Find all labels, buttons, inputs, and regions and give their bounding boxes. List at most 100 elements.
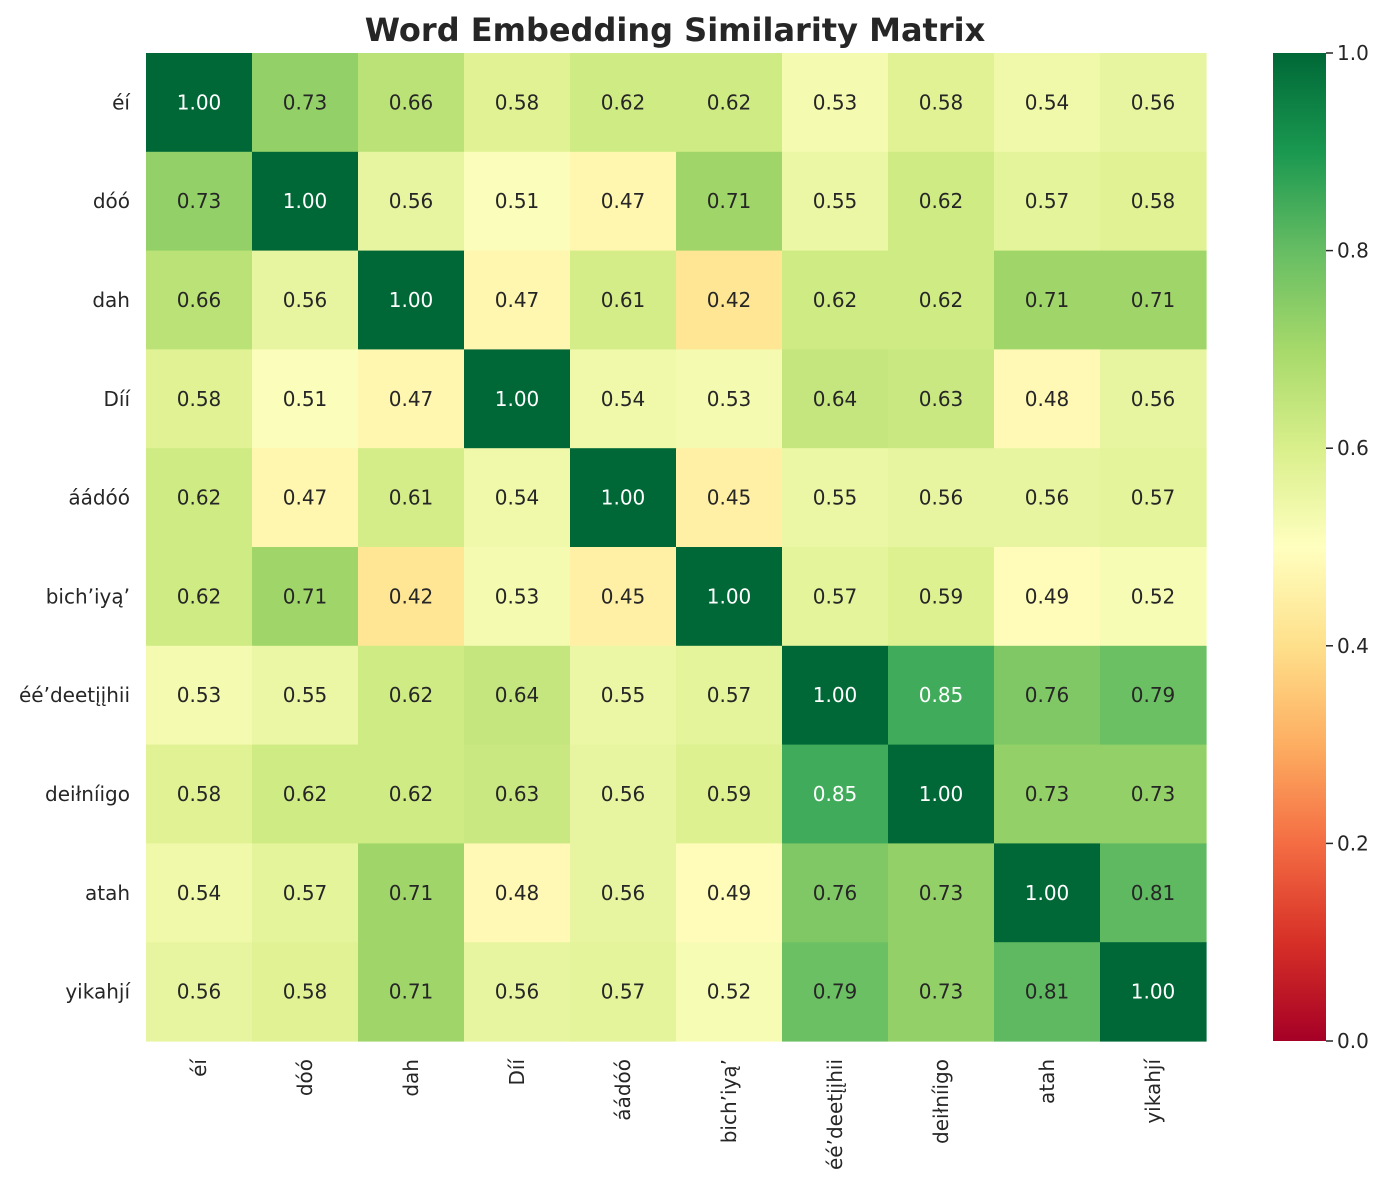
colorbar-tick-label: 0.0 — [1337, 1029, 1369, 1053]
heatmap-cell — [1100, 53, 1207, 153]
cell-value-label: 0.54 — [1025, 90, 1070, 114]
y-tick-label: yikahjí — [65, 980, 131, 1004]
heatmap-cell — [782, 53, 889, 153]
heatmap-cell — [252, 843, 359, 943]
cell-value-label: 0.62 — [283, 782, 328, 806]
y-tick-label: éí — [112, 90, 131, 114]
heatmap-cell — [146, 151, 253, 252]
heatmap-cell — [570, 349, 677, 449]
cell-value-label: 0.55 — [283, 683, 328, 707]
heatmap-cell — [252, 547, 359, 647]
cell-value-label: 0.62 — [919, 288, 964, 312]
cell-value-label: 0.57 — [601, 980, 646, 1004]
heatmap-cell — [464, 744, 571, 844]
heatmap-cell — [888, 448, 995, 548]
heatmap-cell — [888, 843, 995, 943]
cell-value-label: 1.00 — [283, 189, 328, 213]
cell-value-label: 0.47 — [389, 387, 434, 411]
x-axis-tick-labels: éí dóó dah Díí áádóó bich’iyą’ éé’deetįįhii dei… — [187, 1058, 1165, 1170]
cell-value-label: 0.51 — [495, 189, 540, 213]
heatmap-cell — [1100, 942, 1207, 1042]
heatmap-cell — [676, 151, 783, 252]
x-tick-label: Díí — [505, 1058, 529, 1086]
heatmap-cell — [888, 151, 995, 252]
heatmap-cells: 1.00 0.73 0.66 0.58 0.62 0.62 0.53 0.58 0.54 0.56… — [146, 53, 1207, 1042]
heatmap-cell — [252, 645, 359, 746]
x-tick-label: deiłníigo — [929, 1059, 953, 1144]
cell-value-label: 0.56 — [389, 189, 434, 213]
heatmap-cell — [1100, 645, 1207, 746]
heatmap-cell — [782, 645, 889, 746]
cell-value-label: 0.64 — [495, 683, 540, 707]
cell-value-label: 0.56 — [1025, 486, 1070, 510]
cell-value-label: 0.57 — [813, 584, 858, 608]
heatmap-cell — [358, 151, 465, 252]
cell-value-label: 0.66 — [389, 90, 434, 114]
cell-value-label: 0.53 — [707, 387, 752, 411]
heatmap-cell — [464, 53, 571, 153]
cell-value-label: 0.58 — [283, 980, 328, 1004]
heatmap-cell — [676, 744, 783, 844]
heatmap-cell — [358, 744, 465, 844]
heatmap-cell — [888, 744, 995, 844]
heatmap-cell — [570, 942, 677, 1042]
heatmap-cell — [994, 349, 1101, 449]
heatmap-cell — [888, 942, 995, 1042]
heatmap-cell — [464, 250, 571, 350]
x-tick-label: dóó — [293, 1059, 317, 1096]
cell-value-label: 0.42 — [707, 288, 752, 312]
cell-value-label: 0.52 — [1131, 584, 1176, 608]
cell-value-label: 0.49 — [707, 881, 752, 905]
cell-value-label: 1.00 — [177, 90, 222, 114]
cell-value-label: 0.48 — [495, 881, 540, 905]
y-tick-label: atah — [85, 881, 130, 905]
heatmap-cell — [570, 448, 677, 548]
x-tick-label: bich’iyą’ — [717, 1059, 741, 1143]
y-tick-label: Díí — [103, 387, 131, 411]
heatmap-cell — [994, 250, 1101, 350]
heatmap-cell — [252, 349, 359, 449]
cell-value-label: 0.62 — [177, 584, 222, 608]
cell-value-label: 0.71 — [707, 189, 752, 213]
y-tick-label: éé’deetįįhii — [19, 683, 130, 707]
y-tick-label: bich’iyą’ — [46, 584, 130, 608]
cell-value-label: 0.62 — [601, 90, 646, 114]
cell-value-label: 0.58 — [177, 387, 222, 411]
cell-value-label: 0.56 — [1131, 90, 1176, 114]
cell-value-label: 0.73 — [919, 980, 964, 1004]
heatmap-cell — [358, 942, 465, 1042]
heatmap-cell — [994, 942, 1101, 1042]
heatmap-cell — [252, 744, 359, 844]
cell-value-label: 0.62 — [707, 90, 752, 114]
heatmap-cell — [1100, 843, 1207, 943]
colorbar-tick-label: 0.8 — [1337, 239, 1369, 263]
cell-value-label: 0.76 — [1025, 683, 1070, 707]
cell-value-label: 0.61 — [601, 288, 646, 312]
cell-value-label: 0.59 — [707, 782, 752, 806]
x-tick-label: áádóó — [611, 1059, 635, 1121]
heatmap-cell — [146, 53, 253, 153]
cell-value-label: 0.45 — [601, 584, 646, 608]
x-tick-label: atah — [1035, 1059, 1059, 1104]
heatmap-cell — [464, 645, 571, 746]
heatmap-cell — [252, 250, 359, 350]
heatmap-cell — [358, 843, 465, 943]
y-tick-label: dóó — [93, 189, 130, 213]
heatmap-cell — [676, 547, 783, 647]
heatmap-cell — [782, 151, 889, 252]
heatmap-cell — [358, 547, 465, 647]
cell-value-label: 0.58 — [919, 90, 964, 114]
cell-value-label: 0.56 — [1131, 387, 1176, 411]
cell-value-label: 0.47 — [283, 486, 328, 510]
colorbar-tick-label: 0.6 — [1337, 436, 1369, 460]
heatmap-cell — [570, 151, 677, 252]
chart-title: Word Embedding Similarity Matrix — [365, 11, 986, 49]
cell-value-label: 0.55 — [813, 189, 858, 213]
colorbar-tick-label: 0.4 — [1337, 634, 1369, 658]
heatmap-cell — [782, 448, 889, 548]
cell-value-label: 0.56 — [601, 782, 646, 806]
cell-value-label: 0.55 — [601, 683, 646, 707]
heatmap-cell — [146, 744, 253, 844]
colorbar — [1273, 53, 1326, 1041]
heatmap-cell — [676, 53, 783, 153]
